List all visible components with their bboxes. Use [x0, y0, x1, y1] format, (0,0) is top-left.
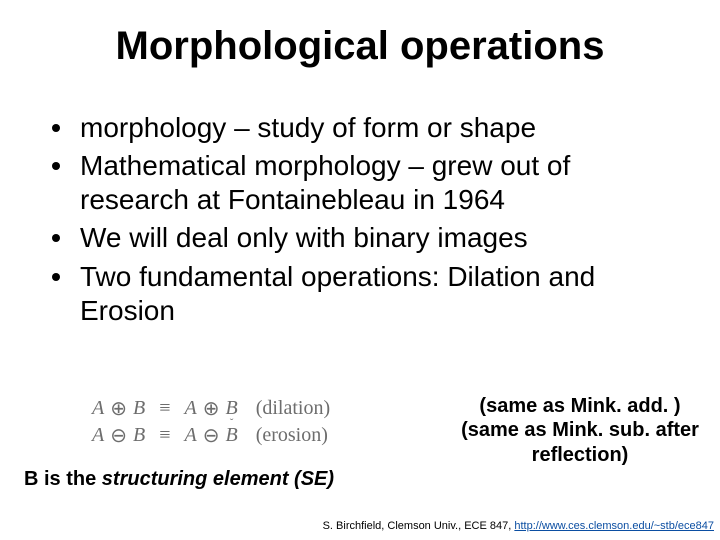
eq-symbol: A — [92, 424, 104, 447]
page-title: Morphological operations — [0, 0, 720, 77]
footer-link[interactable]: http://www.ces.clemson.edu/~stb/ece847 — [514, 520, 714, 532]
eq-label: (erosion) — [256, 424, 328, 447]
bullet-icon — [52, 124, 60, 132]
slide: Morphological operations morphology – st… — [0, 0, 720, 540]
eq-operator: ⊖ — [203, 423, 220, 448]
list-item: We will deal only with binary images — [52, 221, 680, 255]
eq-symbol: A — [184, 424, 196, 447]
side-note-add: (same as Mink. add. ) — [454, 394, 706, 418]
eq-symbol-reflected: ˇ B — [225, 424, 237, 447]
structuring-element-note: B is the structuring element (SE) — [24, 468, 334, 491]
bullet-text: Mathematical morphology – grew out of re… — [80, 149, 680, 217]
bullet-text: Two fundamental operations: Dilation and… — [80, 260, 680, 328]
equation-dilation: A ⊕ B ≡ A ⊕ B (dilation) — [92, 395, 432, 422]
eq-symbol: A — [184, 397, 196, 420]
eq-operator: ⊖ — [110, 423, 127, 448]
eq-symbol: B — [133, 424, 145, 447]
eq-label: (dilation) — [256, 397, 330, 420]
bullet-icon — [52, 162, 60, 170]
se-note-pre: B is the — [24, 468, 102, 490]
list-item: morphology – study of form or shape — [52, 111, 680, 145]
eq-operator: ⊕ — [110, 396, 127, 421]
side-note-sub: (same as Mink. sub. after reflection) — [454, 418, 706, 467]
equation-block: A ⊕ B ≡ A ⊕ B (dilation) A ⊖ B ≡ A ⊖ ˇ B… — [92, 395, 432, 449]
caron-icon: ˇ — [230, 417, 234, 429]
eq-symbol: A — [92, 397, 104, 420]
bullet-text: We will deal only with binary images — [80, 221, 680, 255]
list-item: Two fundamental operations: Dilation and… — [52, 260, 680, 328]
bullet-list: morphology – study of form or shape Math… — [52, 111, 680, 328]
eq-operator: ⊕ — [203, 396, 220, 421]
eq-equiv: ≡ — [159, 424, 170, 447]
side-notes: (same as Mink. add. ) (same as Mink. sub… — [454, 394, 706, 467]
footer-text: S. Birchfield, Clemson Univ., ECE 847, — [323, 520, 515, 532]
list-item: Mathematical morphology – grew out of re… — [52, 149, 680, 217]
footer-citation: S. Birchfield, Clemson Univ., ECE 847, h… — [323, 520, 714, 532]
equation-erosion: A ⊖ B ≡ A ⊖ ˇ B (erosion) — [92, 422, 432, 449]
eq-symbol: B — [133, 397, 145, 420]
se-note-ital: structuring element (SE) — [102, 468, 334, 490]
bullet-icon — [52, 234, 60, 242]
bullet-icon — [52, 273, 60, 281]
bullet-text: morphology – study of form or shape — [80, 111, 680, 145]
eq-equiv: ≡ — [159, 397, 170, 420]
